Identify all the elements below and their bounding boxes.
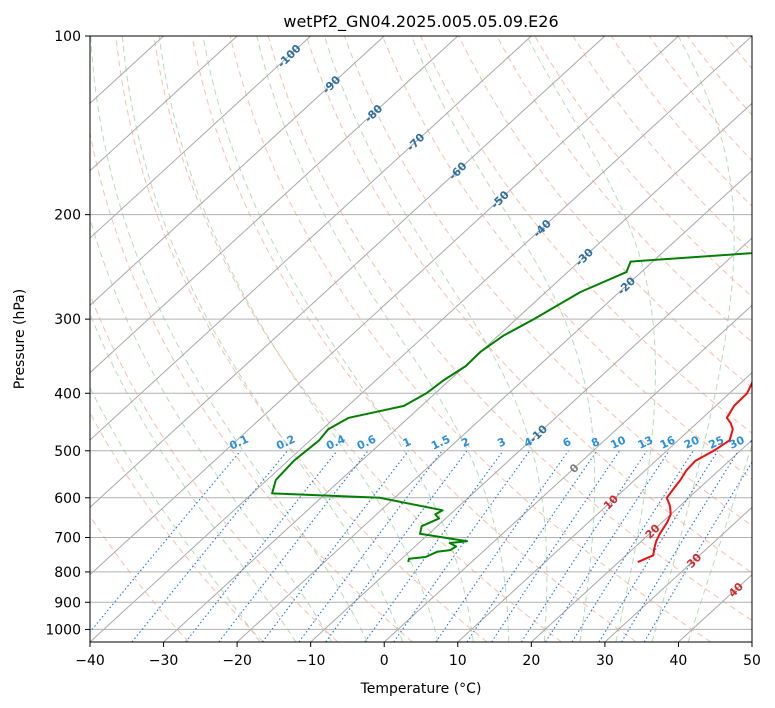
moist-adiabats — [90, 36, 752, 642]
mixing-ratio-line — [90, 450, 241, 633]
y-tick-label: 200 — [54, 208, 81, 224]
isotherm-line — [530, 439, 752, 642]
isotherm-line — [383, 304, 752, 642]
dewpoint-profile — [271, 252, 752, 563]
x-axis: −40 −30 −20 −10 0 10 20 30 40 50 — [75, 642, 761, 669]
y-tick-label: 500 — [54, 444, 81, 460]
mixing-ratio-line — [325, 450, 468, 642]
dry-adiabat — [115, 36, 488, 642]
x-tick-label: 50 — [743, 653, 761, 669]
moist-adiabat — [687, 443, 752, 642]
isotherm-line — [457, 371, 752, 642]
isotherm-line — [310, 237, 752, 642]
dry-adiabat — [267, 36, 752, 622]
y-tick-label: 600 — [54, 491, 81, 507]
isotherm-line — [90, 36, 459, 374]
mixing-ratio-line — [491, 450, 621, 642]
y-tick-label: 900 — [54, 595, 81, 611]
x-tick-label: 40 — [670, 653, 688, 669]
isotherm-line — [163, 102, 752, 642]
dry-adiabat — [90, 515, 190, 642]
mixing-ratio-label: 25 — [707, 433, 726, 451]
moist-adiabat — [90, 386, 261, 642]
moist-adiabat — [202, 36, 474, 642]
chart-title: wetPf2_GN04.2025.005.05.09.E26 — [283, 12, 558, 32]
y-tick-label: 800 — [54, 565, 81, 581]
mixing-ratio-label: 13 — [636, 433, 655, 451]
isotherm-line — [90, 36, 238, 172]
isotherms — [90, 36, 752, 642]
moist-adiabat — [323, 36, 548, 642]
y-axis: 100 200 300 400 500 600 700 800 900 1000 — [45, 29, 90, 638]
y-tick-label: 100 — [54, 29, 81, 45]
mixing-ratio-line — [621, 450, 739, 642]
mixing-ratio-line — [466, 450, 598, 642]
isotherm-line — [90, 36, 532, 441]
dry-adiabat — [153, 36, 562, 642]
x-axis-label: Temperature (°C) — [360, 681, 482, 697]
x-tick-label: 30 — [596, 653, 614, 669]
moist-adiabat — [158, 36, 439, 642]
x-tick-label: −30 — [149, 653, 179, 669]
mixing-ratio-label: 30 — [727, 433, 747, 451]
isotherm-line — [604, 506, 752, 642]
moist-adiabat — [90, 36, 368, 642]
mixing-ratio-line — [393, 450, 531, 642]
plot-frame — [89, 35, 753, 643]
mixing-ratio-label: 10 — [608, 433, 628, 451]
mixing-ratio-label: 20 — [682, 433, 702, 451]
isotherm-line — [90, 36, 385, 307]
y-axis-label: Pressure (hPa) — [12, 289, 28, 389]
dry-adiabat — [534, 36, 752, 298]
temperature-profile — [637, 380, 752, 564]
moist-adiabat — [121, 36, 404, 642]
moist-adiabat — [256, 36, 510, 642]
mixing-ratio-line — [131, 450, 288, 642]
dry-adiabat — [90, 130, 413, 642]
mixing-ratio-label: 36 — [748, 433, 768, 451]
isotherm-line — [236, 169, 752, 642]
profiles — [271, 252, 752, 564]
x-tick-label: 0 — [380, 653, 389, 669]
isotherm-line — [90, 36, 679, 576]
isotherm-line — [90, 36, 312, 239]
y-tick-label: 1000 — [45, 622, 81, 638]
x-tick-label: −40 — [75, 653, 105, 669]
isotherm-line — [90, 36, 752, 642]
x-tick-label: −20 — [222, 653, 252, 669]
moist-adiabat — [411, 36, 596, 642]
mixing-ratio-line — [298, 450, 443, 642]
dry-adiabat — [305, 36, 752, 574]
moist-adiabat — [651, 36, 735, 642]
mixing-ratio-line — [643, 461, 752, 642]
mixing-ratio-line — [262, 450, 409, 642]
y-tick-label: 400 — [54, 386, 81, 402]
dry-adiabat — [90, 411, 264, 642]
y-tick-label: 700 — [54, 531, 81, 547]
isotherm-line — [90, 36, 606, 509]
mixing-ratio-line — [521, 450, 648, 642]
dry-adiabat — [191, 36, 637, 642]
x-tick-label: 10 — [449, 653, 467, 669]
mixing-ratio-line — [435, 450, 569, 642]
moist-adiabat — [90, 216, 333, 642]
x-tick-label: −10 — [296, 653, 326, 669]
y-tick-label: 300 — [54, 312, 81, 328]
mixing-ratio-line — [364, 450, 504, 642]
mixing-ratio-label: 16 — [658, 433, 678, 451]
moist-adiabat — [90, 312, 297, 642]
mixing-ratio-line — [545, 450, 670, 642]
x-tick-label: 20 — [522, 653, 540, 669]
mixing-ratio-line — [571, 450, 694, 642]
